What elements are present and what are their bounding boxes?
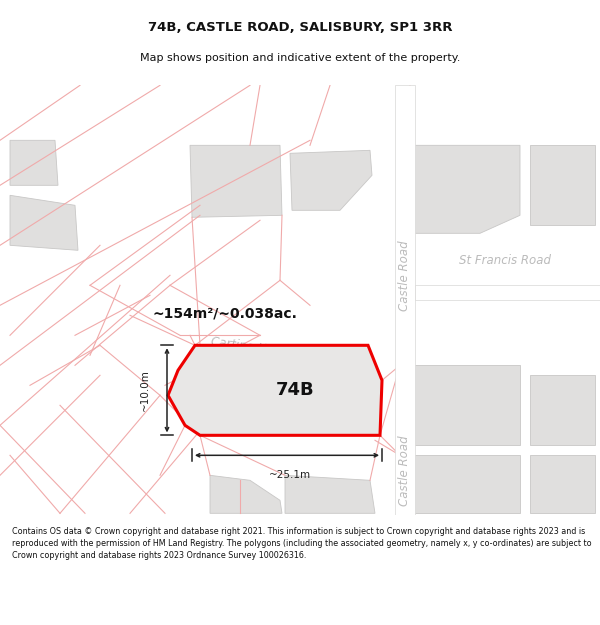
Polygon shape [410,365,520,445]
Polygon shape [410,145,520,233]
Text: Carting House Close: Carting House Close [210,336,330,365]
Text: Contains OS data © Crown copyright and database right 2021. This information is : Contains OS data © Crown copyright and d… [12,527,592,560]
Polygon shape [395,85,415,515]
Text: ~154m²/~0.038ac.: ~154m²/~0.038ac. [152,306,298,320]
Text: ~10.0m: ~10.0m [140,369,150,411]
Text: ~25.1m: ~25.1m [269,470,311,480]
Polygon shape [530,375,595,445]
Polygon shape [530,145,595,225]
Polygon shape [190,145,282,217]
Text: Castle Road: Castle Road [398,240,412,311]
Polygon shape [290,150,372,210]
Polygon shape [530,455,595,513]
Text: Castle Road: Castle Road [398,435,412,506]
Polygon shape [10,195,78,250]
Text: St Francis Road: St Francis Road [459,254,551,267]
Polygon shape [168,345,382,435]
Text: Map shows position and indicative extent of the property.: Map shows position and indicative extent… [140,53,460,63]
Polygon shape [210,475,282,513]
Polygon shape [415,285,600,300]
Polygon shape [10,140,58,185]
Polygon shape [410,455,520,513]
Text: 74B: 74B [275,381,314,399]
Polygon shape [285,475,375,513]
Text: 74B, CASTLE ROAD, SALISBURY, SP1 3RR: 74B, CASTLE ROAD, SALISBURY, SP1 3RR [148,21,452,34]
